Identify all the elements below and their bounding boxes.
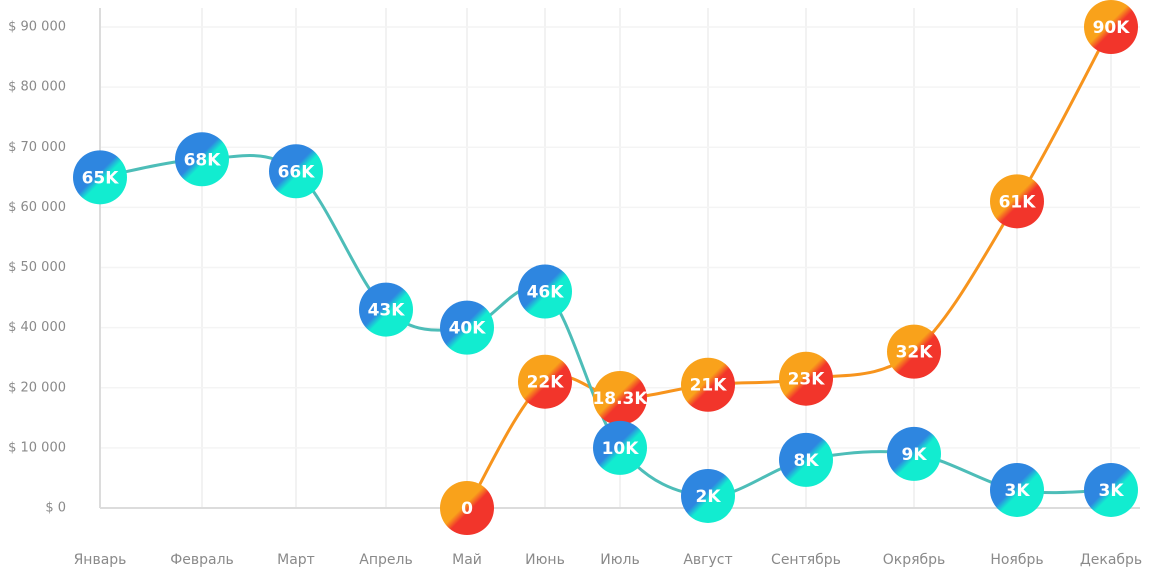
data-label: 46K [527,283,565,303]
data-point [518,264,572,319]
data-label: 3K [1004,481,1030,501]
x-tick-label: Август [683,552,732,568]
data-point [440,300,494,355]
data-label: 0 [461,499,473,519]
x-tick-label: Май [452,552,482,568]
data-label: 3K [1098,481,1124,501]
data-point [593,370,647,425]
data-point [1084,462,1138,517]
x-tick-label: Ноябрь [990,552,1043,568]
data-label: 22K [527,373,565,393]
y-tick-label: $ 90 000 [8,20,66,35]
data-label: 23K [788,370,826,390]
data-point [593,420,647,475]
y-tick-label: $ 10 000 [8,440,66,455]
y-tick-label: $ 50 000 [8,260,66,275]
data-point [518,354,572,409]
data-point [440,481,494,535]
data-point [990,174,1044,229]
x-tick-label: Июль [600,552,639,568]
data-point [887,324,941,379]
x-tick-label: Окрябрь [883,552,946,568]
y-tick-label: $ 0 [45,501,66,516]
data-label: 21K [690,376,728,396]
x-tick-label: Сентябрь [771,552,841,568]
data-point [681,468,735,523]
x-tick-label: Январь [74,552,127,568]
data-point [990,462,1044,517]
x-tick-label: Июнь [525,552,565,568]
data-point [269,144,323,199]
data-label: 90K [1093,18,1131,38]
data-point [1084,0,1138,54]
x-tick-label: Март [277,552,315,568]
x-tick-label: Февраль [170,552,234,568]
data-label: 9K [901,445,927,465]
data-label: 2K [695,487,721,507]
data-point [681,357,735,412]
data-label: 61K [999,192,1037,212]
data-point [779,432,833,487]
data-label: 65K [82,168,120,188]
y-tick-label: $ 20 000 [8,380,66,395]
data-label: 68K [184,150,222,170]
data-point [73,150,127,205]
data-label: 66K [278,162,316,182]
data-label: 43K [368,301,406,321]
y-tick-label: $ 40 000 [8,320,66,335]
data-label: 10K [602,439,640,459]
data-point [779,351,833,406]
data-label: 40K [449,319,487,339]
data-label: 32K [896,343,934,363]
data-label: 18.3K [592,389,648,409]
y-tick-label: $ 70 000 [8,140,66,155]
y-tick-label: $ 80 000 [8,80,66,95]
y-tick-label: $ 60 000 [8,200,66,215]
data-point [359,282,413,337]
x-tick-label: Апрель [359,552,412,568]
x-tick-label: Декабрь [1080,552,1142,568]
data-point [887,426,941,481]
data-label: 8K [793,451,819,471]
data-point [175,132,229,187]
